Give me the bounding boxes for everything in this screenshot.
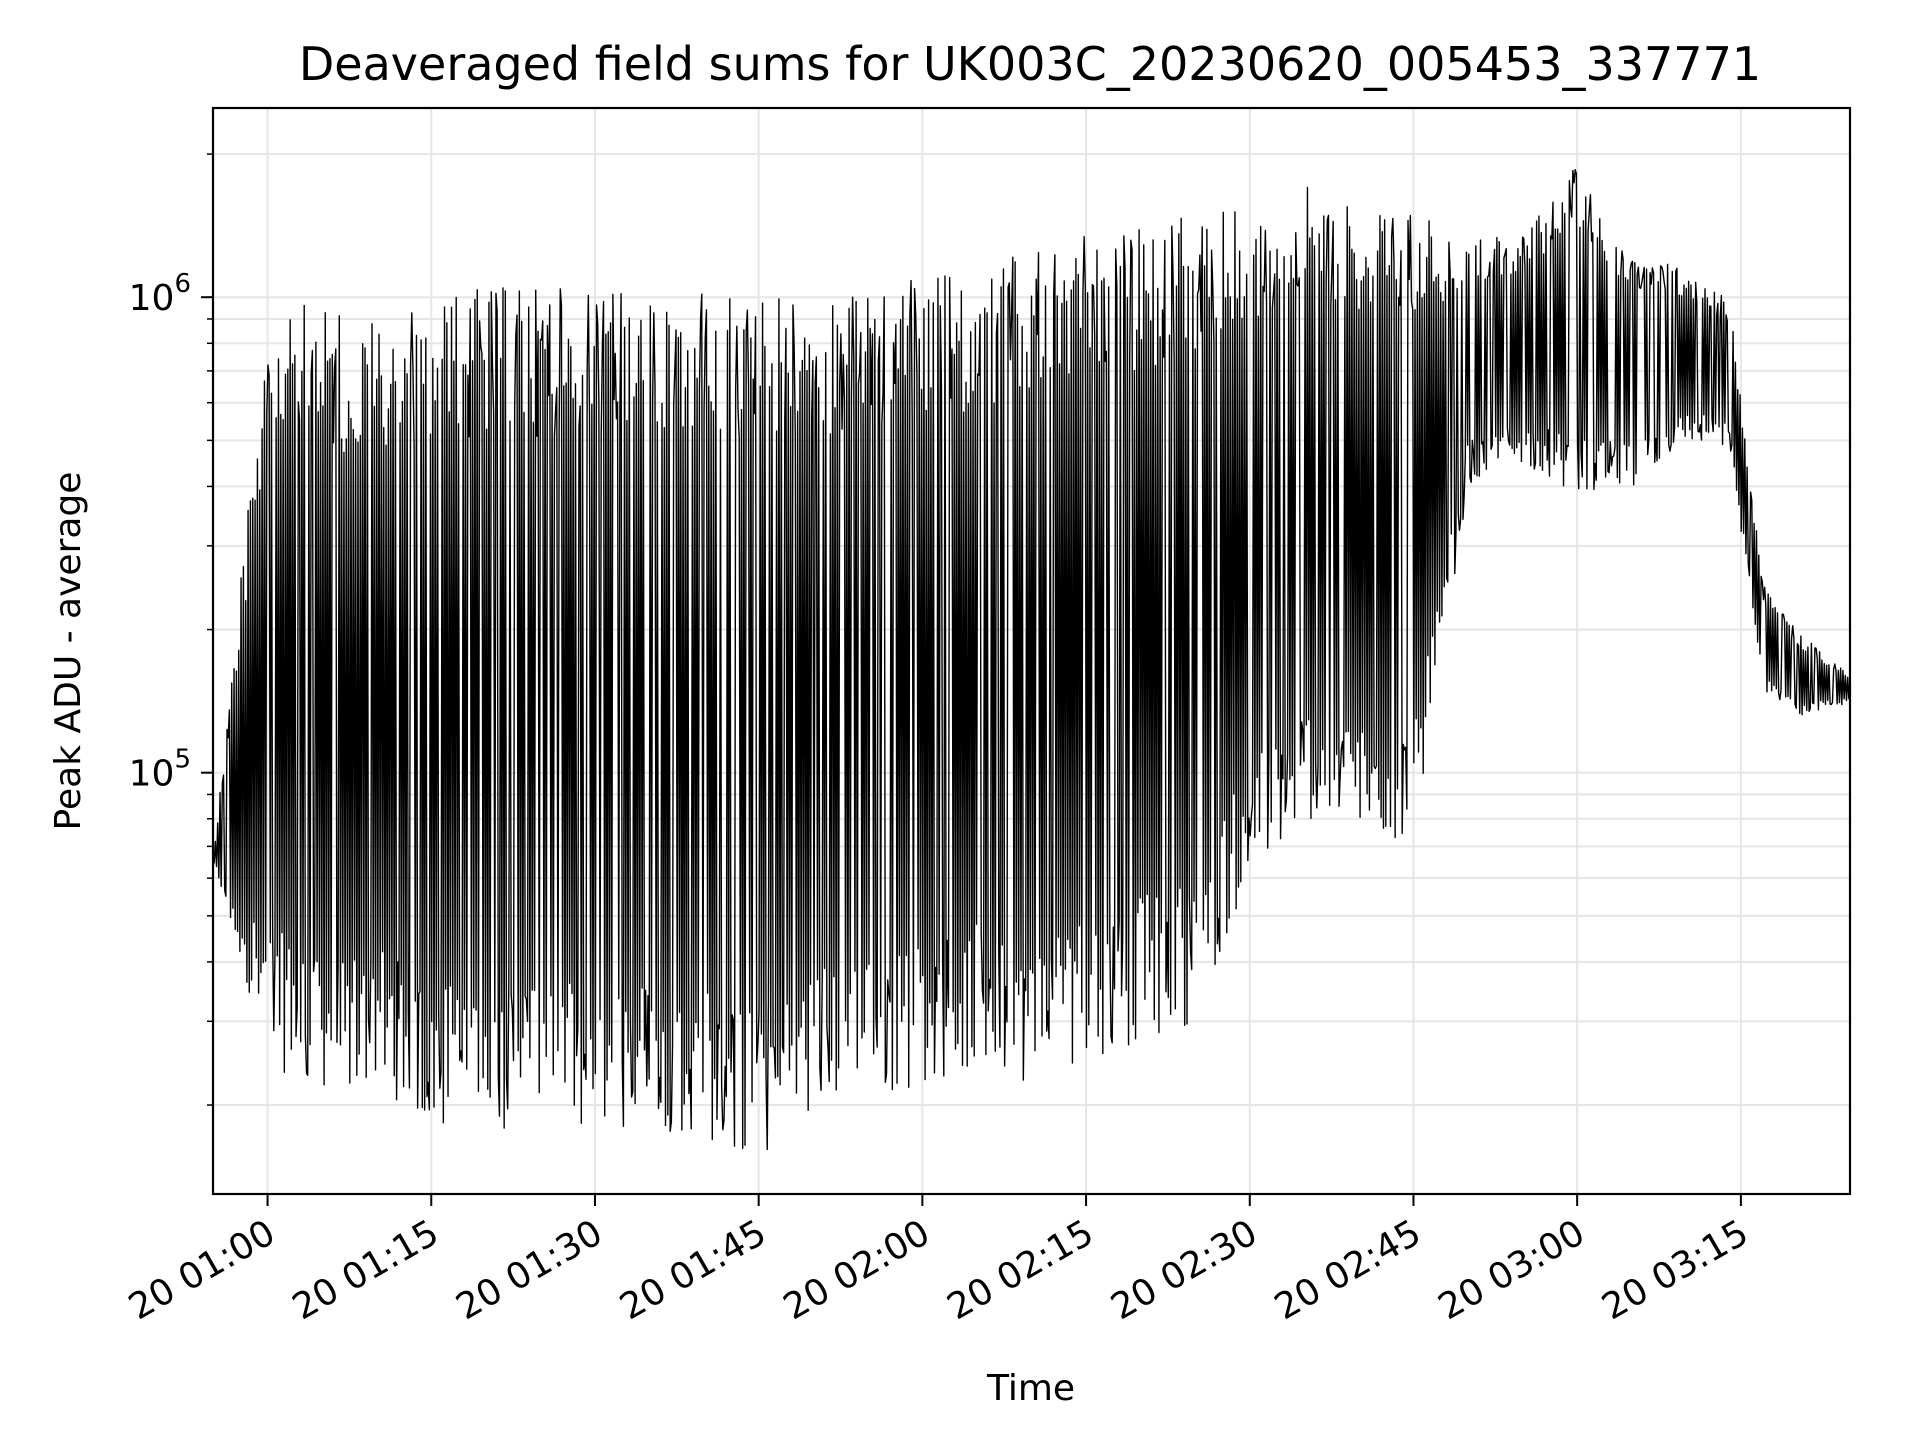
y-axis-label: Peak ADU - average bbox=[48, 472, 89, 831]
x-axis-label: Time bbox=[986, 1368, 1075, 1409]
y-tick-exponent: 6 bbox=[174, 269, 191, 299]
series-layer bbox=[212, 168, 1851, 1151]
y-tick-exponent: 5 bbox=[174, 745, 191, 775]
plot-frame bbox=[211, 106, 1852, 1196]
y-tick-base: 10 bbox=[129, 278, 175, 319]
y-tick-label: 106 bbox=[129, 269, 191, 319]
chart-title: Deaveraged field sums for UK003C_2023062… bbox=[299, 37, 1761, 91]
series-line bbox=[212, 168, 1851, 1151]
y-tick-label: 105 bbox=[129, 745, 191, 795]
y-tick-base: 10 bbox=[129, 754, 175, 795]
